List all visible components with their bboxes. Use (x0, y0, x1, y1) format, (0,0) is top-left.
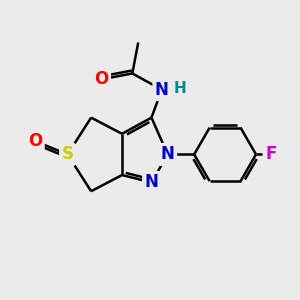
Text: H: H (174, 81, 186, 96)
Text: F: F (265, 146, 276, 164)
Text: S: S (61, 146, 74, 164)
Text: N: N (145, 173, 158, 191)
Text: O: O (28, 132, 42, 150)
Text: O: O (94, 70, 109, 88)
Text: N: N (161, 146, 175, 164)
Text: N: N (155, 81, 169, 99)
